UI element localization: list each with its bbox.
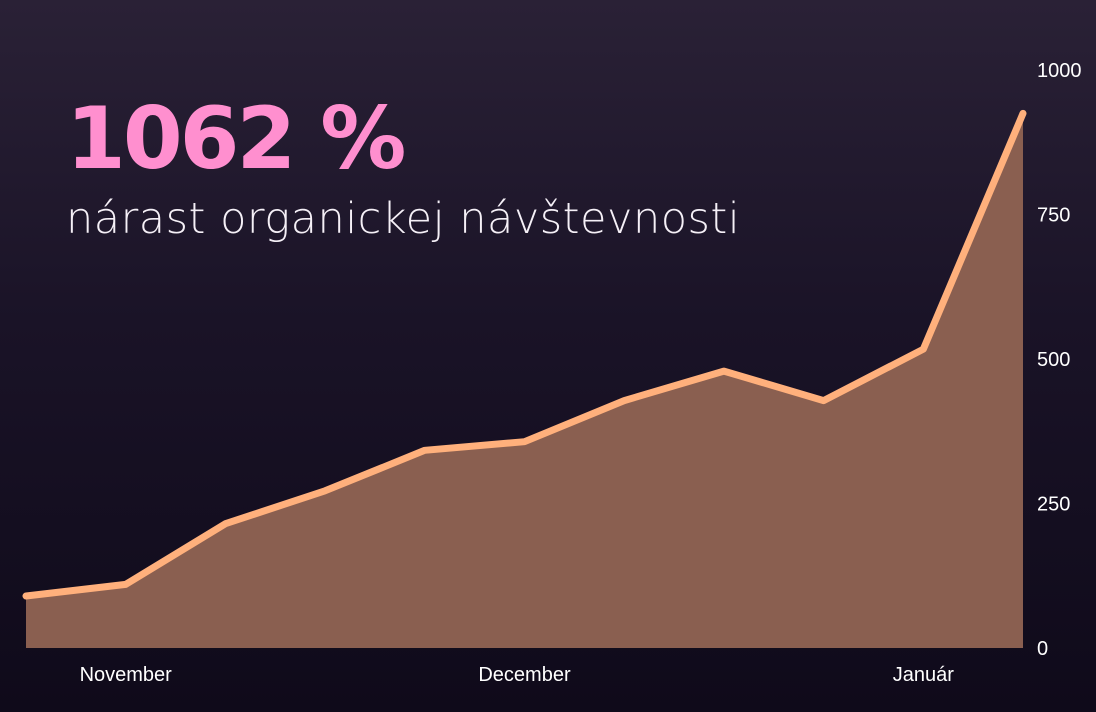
area-layer: [26, 113, 1023, 648]
headline-label: nárast organickej návštevnosti: [66, 194, 741, 244]
y-tick-label: 500: [1037, 349, 1070, 371]
y-tick-label: 1000: [1037, 60, 1082, 82]
x-tick-label: November: [80, 664, 173, 686]
y-axis-ticks: 0 250 500 750 1000: [1037, 60, 1082, 660]
y-tick-label: 250: [1037, 494, 1070, 516]
x-tick-label: Január: [893, 664, 954, 686]
series-line: [22, 109, 1027, 600]
area-fill: [26, 113, 1023, 648]
y-tick-label: 750: [1037, 205, 1070, 227]
headline-value: 1062 %: [66, 89, 406, 189]
y-tick-label: 0: [1037, 638, 1048, 660]
line-layer: [22, 109, 1027, 600]
x-tick-label: December: [478, 664, 571, 686]
x-axis-ticks: November December Január: [80, 664, 955, 686]
